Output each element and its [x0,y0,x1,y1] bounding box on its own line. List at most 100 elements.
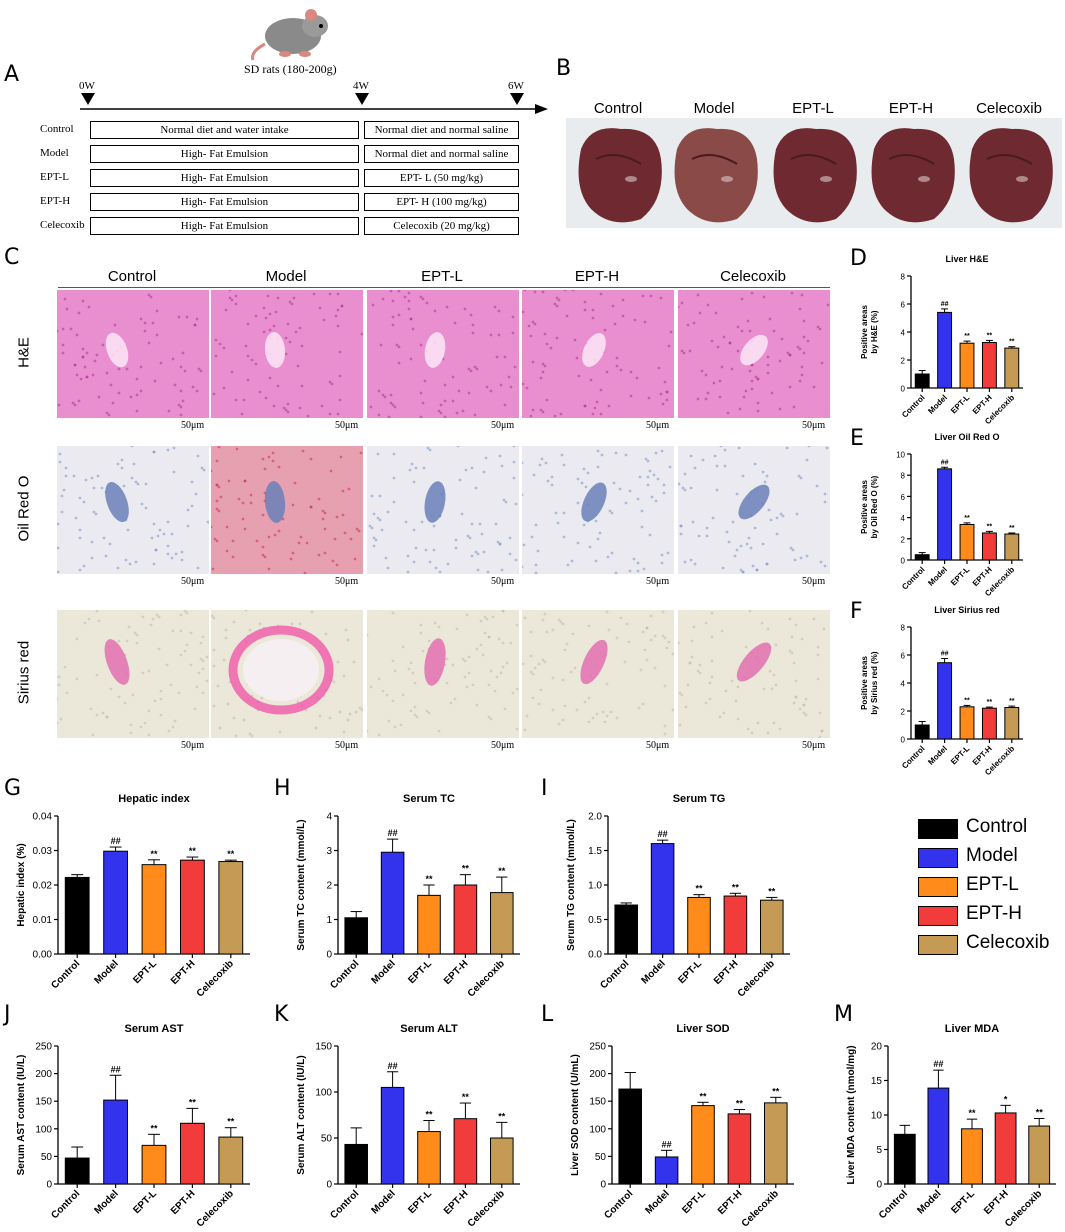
x-tick-label: EPT-L [131,958,159,986]
x-tick-label: Celecoxib [466,958,507,999]
scale-bar-label: 50μm [181,576,205,587]
x-tick-label: EPT-L [406,1188,434,1216]
significance-mark: ** [498,1111,506,1121]
stain-row-label: Sirius red [15,640,33,705]
significance-mark: ## [388,1061,398,1071]
significance-mark: ** [1009,698,1015,705]
significance-mark: ## [941,651,949,658]
week-6-label: 6W [508,80,524,92]
significance-mark: ** [964,697,970,704]
y-axis-label: Liver SOD content (U/mL) [570,1054,581,1176]
x-tick-label: EPT-L [949,744,971,766]
scale-bar-label: 50μm [646,740,670,751]
bar [417,1131,441,1185]
y-tick-label: 0 [901,557,906,566]
y-tick-label: 200 [35,1069,52,1080]
significance-mark: ** [964,515,970,522]
scale-bar-label: 50μm [181,740,205,751]
y-axis-label: by Sirius red (%) [870,651,879,714]
y-axis-label: Serum TC content (mmol/L) [296,819,307,950]
y-tick-label: 0 [326,1180,332,1191]
panel-label-j: J [4,1002,11,1027]
significance-mark: ** [968,1108,976,1118]
bar [959,342,975,389]
significance-mark: ** [150,1123,158,1133]
y-tick-label: 4 [901,514,906,523]
histology-tile [678,290,830,418]
bar-chart-e: Liver Oil Red O Positive areas by Oil Red … [860,432,1023,598]
timeline-marker-0w [81,93,95,105]
histology-tile [522,290,674,418]
scale-bar-label: 50μm [491,740,515,751]
x-tick-label: EPT-L [406,958,434,986]
histology-tile [211,446,363,574]
bar [453,1118,478,1185]
x-tick-label: Model [926,393,949,416]
bar [344,917,368,955]
scale-bar-label: 50μm [802,420,826,431]
y-tick-label: 2.0 [588,812,602,823]
significance-mark: ** [736,1098,744,1108]
column-header-rule [58,287,830,288]
bar [981,342,997,389]
y-tick-label: 50 [41,1152,53,1163]
phase1-box: High- Fat Emulsion [90,145,359,163]
significance-mark: ** [1036,1107,1044,1117]
bar [937,662,953,740]
x-tick-label: Control [877,1188,910,1221]
x-tick-label: Model [926,744,949,767]
bar [179,1122,205,1185]
y-tick-label: 8 [901,472,906,481]
x-tick-label: EPT-H [712,958,741,987]
bar [141,1144,167,1185]
panel-label-f: F [850,599,863,624]
significance-mark: ## [388,828,398,838]
x-tick-label: Control [900,565,926,591]
bar-chart-f: Liver Sirius red Positive areas by Sirius … [860,605,1023,775]
stain-row-label: Oil Red O [15,475,33,542]
bar [1028,1125,1051,1185]
y-tick-label: 15 [871,1076,883,1087]
y-tick-label: 200 [589,1069,606,1080]
significance-mark: ** [768,886,776,896]
x-tick-label: Celecoxib [740,1188,781,1229]
chart-title: Liver MDA [945,1023,999,1035]
x-tick-label: Celecoxib [466,1188,507,1229]
scale-bar-label: 50μm [802,576,826,587]
scale-bar-label: 50μm [491,576,515,587]
y-tick-label: 6 [901,301,906,310]
phase2-box: Normal diet and normal saline [364,121,519,139]
x-tick-label: EPT-L [949,1188,977,1216]
x-tick-label: EPT-H [982,1188,1011,1217]
histology-column-label: EPT-L [421,268,463,285]
significance-mark: ** [987,332,993,339]
x-tick-label: Celecoxib [1003,1188,1044,1229]
design-group-label: Control [40,123,74,135]
y-tick-label: 8 [901,273,906,282]
phase1-box: High- Fat Emulsion [90,193,359,211]
y-tick-label: 2 [901,535,906,544]
bar [417,894,441,955]
significance-mark: ** [425,1110,433,1120]
y-tick-label: 0 [46,1180,52,1191]
y-axis-label: Positive areas [860,480,869,534]
scale-bar-label: 50μm [181,420,205,431]
bar [380,1086,405,1185]
y-axis-label: Hepatic index (%) [16,843,27,926]
y-tick-label: 150 [35,1097,52,1108]
legend-swatch [918,877,958,897]
bar [727,1113,752,1185]
chart-title: Liver Sirius red [934,605,1000,615]
bar-chart-d: Liver H&E Positive areas by H&E (%) 0 2 4 6 8 Co… [860,254,1023,424]
timeline-arrow [80,104,548,114]
y-tick-label: 2 [901,357,906,366]
bar [103,850,129,955]
scale-bar-label: 50μm [646,576,670,587]
histology-tile [678,446,830,574]
significance-mark: ** [964,333,970,340]
liver-photo-label: Model [693,100,735,117]
design-group-label: Celecoxib [40,219,85,231]
y-tick-label: 250 [589,1042,606,1053]
panel-label-e: E [850,426,864,451]
significance-mark: ## [111,1064,121,1074]
